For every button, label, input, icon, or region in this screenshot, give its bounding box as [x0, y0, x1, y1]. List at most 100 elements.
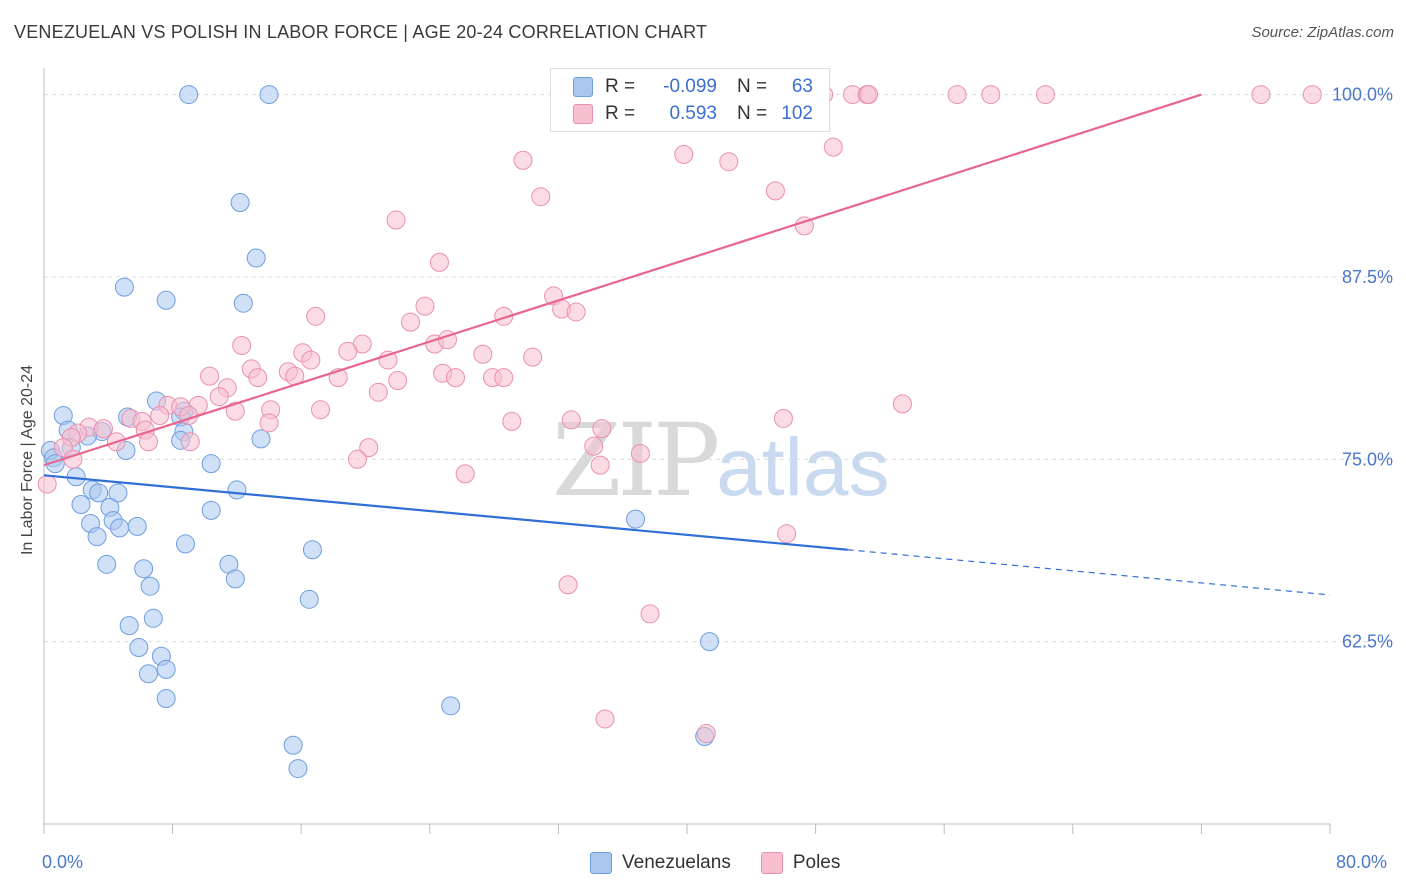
venezuelan-point — [140, 576, 160, 596]
venezuelan-point — [225, 569, 245, 589]
polish-point — [310, 400, 330, 420]
venezuelan-point — [138, 664, 158, 684]
polish-point — [388, 371, 408, 391]
venezuelan-point — [156, 290, 176, 310]
venezuelan-point — [201, 454, 221, 474]
poles-legend-swatch — [760, 852, 783, 874]
legend-item-venezuelans[interactable]: Venezuelans — [590, 852, 731, 874]
venezuelan-point — [441, 696, 461, 716]
venezuelan-point — [259, 85, 279, 105]
chart-title: VENEZUELAN VS POLISH IN LABOR FORCE | AG… — [14, 22, 708, 42]
venezuelan-point — [110, 518, 130, 538]
r-label: R = — [605, 76, 636, 97]
polish-point — [225, 401, 245, 421]
venezuelan-point — [143, 608, 163, 628]
venezuelan-trend-extension — [847, 549, 1331, 596]
venezuelan-point — [156, 689, 176, 709]
venezuelan-point — [251, 429, 271, 449]
polish-point — [415, 296, 435, 316]
y-tick-label: 75.0% — [1342, 449, 1393, 469]
venezuelans-swatch — [573, 77, 593, 97]
venezuelan-point — [302, 540, 322, 560]
legend-label-poles: Poles — [792, 852, 841, 873]
polish-point — [494, 368, 514, 388]
polish-point — [981, 85, 1001, 105]
n-label: N = — [737, 103, 768, 124]
stats-row-poles: R = 0.593 N = 102 — [573, 102, 813, 126]
venezuelans-legend-swatch — [590, 852, 612, 874]
venezuelan-point — [156, 659, 176, 679]
r-value: -0.099 — [663, 76, 717, 97]
trend-lines — [43, 93, 1331, 596]
polish-point — [777, 524, 797, 544]
n-label: N = — [737, 76, 768, 97]
polish-point — [401, 312, 421, 332]
y-tick-label: 62.5% — [1342, 632, 1393, 652]
polish-point — [259, 413, 279, 433]
venezuelan-point — [87, 527, 107, 547]
polish-point — [502, 411, 522, 431]
n-value: 102 — [781, 103, 813, 124]
polish-point — [719, 152, 739, 172]
venezuelan-point — [134, 559, 154, 579]
venezuelan-point — [246, 248, 266, 268]
r-label: R = — [605, 103, 636, 124]
venezuelan-point — [230, 193, 250, 213]
venezuelan-point — [114, 277, 134, 297]
polish-point — [446, 368, 466, 388]
polish-point — [592, 419, 612, 439]
y-axis-title: In Labor Force | Age 20-24 — [19, 364, 36, 556]
venezuelan-point — [119, 616, 139, 636]
stats-row-venezuelans: R = -0.099 N = 63 — [573, 75, 813, 99]
venezuelan-point — [700, 632, 720, 652]
axes — [43, 68, 1331, 834]
polish-point — [558, 575, 578, 595]
polish-point — [494, 306, 514, 326]
stats-legend: R = -0.099 N = 63 R = 0.593 N = 102 — [550, 68, 830, 132]
polish-point — [37, 474, 57, 494]
polish-point — [429, 252, 449, 272]
x-tick-label-min: 0.0% — [42, 852, 84, 872]
y-tick-label: 100.0% — [1332, 85, 1393, 105]
polish-point — [180, 432, 200, 452]
polish-point — [138, 432, 158, 452]
polish-point — [347, 449, 367, 469]
polish-point — [306, 306, 326, 326]
venezuelan-point — [108, 483, 128, 503]
venezuelan-point — [227, 480, 247, 500]
watermark-atlas: atlas — [716, 422, 890, 513]
legend-item-poles[interactable]: Poles — [760, 852, 841, 874]
watermark: ZIPatlas — [552, 402, 890, 519]
venezuelan-point — [288, 759, 308, 779]
venezuelan-point — [626, 509, 646, 529]
polish-point — [696, 724, 716, 744]
polish-point — [1251, 85, 1271, 105]
venezuelan-point — [89, 483, 109, 503]
venezuelan-point — [233, 293, 253, 313]
source-note: Source: ZipAtlas.com — [1251, 24, 1394, 41]
polish-points — [37, 85, 1322, 744]
polish-point — [473, 344, 493, 364]
polish-point — [368, 382, 388, 402]
polish-point — [150, 406, 170, 426]
polish-point — [1302, 85, 1322, 105]
venezuelan-point — [179, 85, 199, 105]
y-tick-label: 87.5% — [1342, 267, 1393, 287]
polish-point — [823, 137, 843, 157]
r-value: 0.593 — [669, 103, 717, 124]
polish-point — [455, 464, 475, 484]
polish-trend-line — [43, 93, 1202, 467]
polish-point — [232, 336, 252, 356]
polish-point — [359, 438, 379, 458]
venezuelan-point — [127, 516, 147, 536]
polish-point — [630, 443, 650, 463]
polish-point — [773, 408, 793, 428]
polish-point — [674, 144, 694, 164]
venezuelan-point — [71, 495, 91, 515]
venezuelan-point — [299, 589, 319, 609]
venezuelan-point — [201, 500, 221, 520]
polish-point — [93, 419, 113, 439]
polish-point — [566, 302, 586, 322]
polish-point — [947, 85, 967, 105]
